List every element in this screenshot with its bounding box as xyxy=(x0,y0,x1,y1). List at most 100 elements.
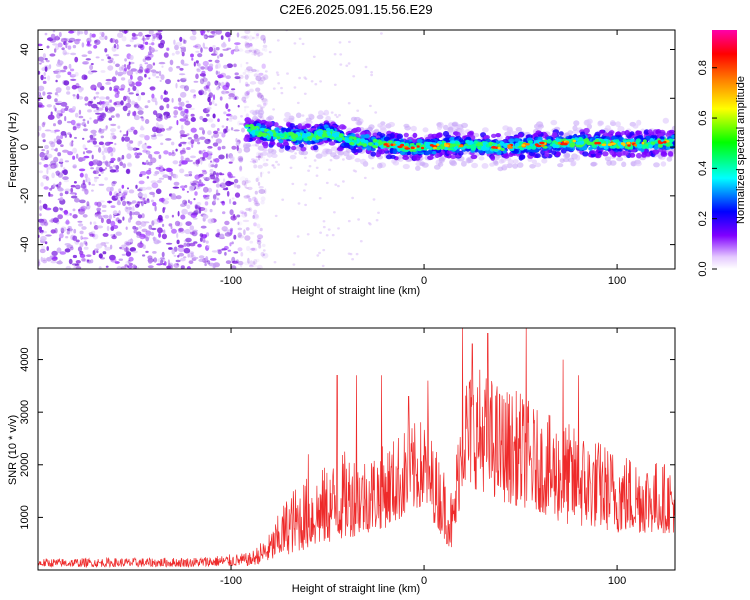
noise-cell xyxy=(213,130,219,134)
noise-cell xyxy=(230,156,235,162)
noise-cell xyxy=(233,178,239,184)
noise-cell xyxy=(223,64,228,69)
noise-cell xyxy=(192,161,196,165)
noise-cell xyxy=(261,63,266,69)
noise-cell xyxy=(202,90,207,96)
noise-cell xyxy=(219,173,225,176)
noise-cell xyxy=(190,113,195,117)
noise-cell xyxy=(100,58,105,61)
signal-cell xyxy=(481,163,489,169)
signal-cell xyxy=(260,151,268,156)
noise-cell xyxy=(44,129,52,132)
noise-cell xyxy=(122,216,125,221)
noise-cell xyxy=(178,164,182,167)
noise-cell xyxy=(72,147,77,154)
noise-cell xyxy=(153,151,160,155)
signal-cell xyxy=(541,158,548,164)
noise-cell xyxy=(42,53,47,59)
noise-cell xyxy=(64,188,71,192)
noise-cell xyxy=(231,197,235,200)
signal-cell xyxy=(249,109,256,114)
noise-cell xyxy=(160,142,164,146)
signal-cell xyxy=(643,129,650,135)
noise-cell xyxy=(189,173,193,177)
noise-cell xyxy=(190,53,194,58)
signal-cell xyxy=(385,154,393,160)
noise-cell xyxy=(38,226,42,231)
noise-cell xyxy=(84,103,88,106)
noise-cell xyxy=(38,85,45,91)
noise-cell xyxy=(254,158,258,163)
noise-cell xyxy=(251,49,257,54)
noise-cell xyxy=(72,235,78,241)
noise-cell xyxy=(94,176,99,179)
noise-cell xyxy=(243,105,250,109)
noise-cell xyxy=(196,201,202,206)
noise-cell xyxy=(226,153,231,160)
noise-cell xyxy=(182,147,186,153)
noise-cell xyxy=(225,91,230,94)
noise-cell xyxy=(235,138,238,143)
signal-cell xyxy=(316,114,324,120)
noise-cell xyxy=(52,183,56,188)
signal-cell xyxy=(650,141,656,145)
noise-cell xyxy=(88,139,94,143)
noise-cell xyxy=(202,77,208,83)
noise-cell xyxy=(184,108,189,114)
noise-cell xyxy=(68,40,73,43)
top-x-axis-label: Height of straight line (km) xyxy=(292,285,420,297)
signal-cell xyxy=(306,140,312,145)
signal-cell xyxy=(377,162,383,169)
noise-cell xyxy=(121,64,125,71)
signal-cell xyxy=(478,156,485,161)
signal-cell xyxy=(360,158,367,165)
noise-cell xyxy=(213,47,216,54)
noise-cell xyxy=(257,164,263,169)
noise-cell xyxy=(120,84,126,90)
noise-cell xyxy=(96,207,102,212)
noise-cell xyxy=(66,105,69,109)
signal-cell xyxy=(441,145,446,150)
signal-cell xyxy=(370,151,377,157)
noise-cell xyxy=(109,57,114,62)
noise-cell xyxy=(217,249,224,252)
noise-cell xyxy=(248,88,254,93)
noise-cell xyxy=(144,135,150,141)
noise-cell xyxy=(215,47,220,51)
noise-cell xyxy=(136,234,141,239)
noise-cell xyxy=(237,104,240,108)
noise-cell xyxy=(72,214,78,219)
noise-cell xyxy=(160,74,165,80)
noise-cell xyxy=(261,48,265,51)
noise-cell xyxy=(240,35,247,39)
noise-cell xyxy=(93,109,100,113)
noise-cell xyxy=(251,68,257,72)
noise-cell xyxy=(142,244,146,249)
noise-cell xyxy=(253,50,257,56)
signal-cell xyxy=(512,159,519,164)
noise-cell xyxy=(195,73,199,80)
signal-peak-cell xyxy=(541,144,545,147)
noise-cell xyxy=(199,127,204,131)
signal-cell xyxy=(508,152,514,157)
signal-peak-cell xyxy=(404,147,411,150)
noise-cell xyxy=(368,223,372,226)
noise-cell xyxy=(159,197,166,202)
noise-cell xyxy=(170,152,176,157)
noise-cell xyxy=(185,103,192,109)
signal-cell xyxy=(564,152,571,158)
noise-cell xyxy=(260,200,265,205)
noise-cell xyxy=(135,184,138,189)
noise-cell xyxy=(221,90,228,95)
noise-cell xyxy=(180,47,183,53)
noise-cell xyxy=(95,91,100,95)
noise-cell xyxy=(198,63,201,68)
noise-cell xyxy=(115,113,121,119)
noise-cell xyxy=(351,258,354,261)
noise-cell xyxy=(272,87,276,90)
noise-cell xyxy=(69,133,72,138)
noise-cell xyxy=(160,39,166,46)
noise-cell xyxy=(204,65,209,70)
noise-cell xyxy=(115,196,121,199)
noise-cell xyxy=(167,175,171,180)
